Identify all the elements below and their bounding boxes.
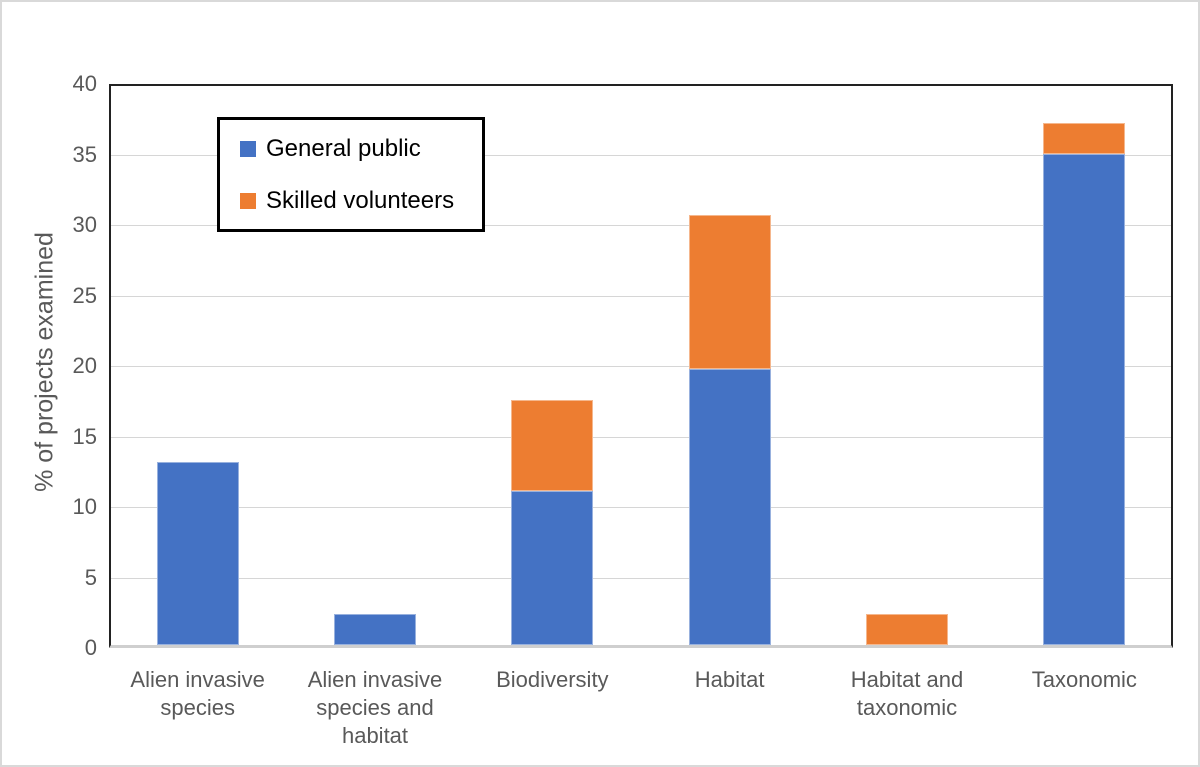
bar-segment-skilled-volunteers-5 xyxy=(866,613,948,645)
y-tick-label-30: 30 xyxy=(72,212,97,237)
bar-segment-skilled-volunteers-4 xyxy=(688,214,771,369)
legend: General public Skilled volunteers xyxy=(217,117,485,232)
gridline-15 xyxy=(111,436,1171,438)
x-category-label-2: Alien invasive species and habitat xyxy=(307,667,443,748)
bar-segment-general-public-4 xyxy=(688,368,771,645)
legend-label: General public xyxy=(266,135,421,162)
x-category-label-6: Taxonomic xyxy=(1031,667,1137,692)
bar-segment-general-public-3 xyxy=(511,491,594,645)
bar-segment-general-public-6 xyxy=(1043,154,1126,645)
gridline-35 xyxy=(111,154,1171,156)
bar-segment-skilled-volunteers-6 xyxy=(1043,123,1126,155)
gridline-10 xyxy=(111,507,1171,508)
y-tick-label-35: 35 xyxy=(72,141,97,167)
bar-segment-general-public-2 xyxy=(334,613,416,645)
y-tick-label-15: 15 xyxy=(72,423,97,449)
y-tick-label-25: 25 xyxy=(72,282,97,308)
x-category-label-4: Habitat xyxy=(694,667,765,692)
gridline-20 xyxy=(111,366,1171,367)
legend-item-general-public: General public xyxy=(240,135,482,163)
gridline-30 xyxy=(111,225,1171,226)
y-tick-label-0: 0 xyxy=(84,635,97,660)
y-tick-label-5: 5 xyxy=(84,564,97,590)
x-category-label-3: Biodiversity xyxy=(496,667,609,692)
legend-item-skilled-volunteers: Skilled volunteers xyxy=(240,187,482,215)
legend-color-swatch-icon xyxy=(240,193,256,209)
bar-segment-skilled-volunteers-3 xyxy=(511,399,594,492)
legend-color-swatch-icon xyxy=(240,141,256,157)
y-tick-label-20: 20 xyxy=(72,353,97,378)
y-tick-label-10: 10 xyxy=(72,494,97,519)
x-category-label-1: Alien invasive species xyxy=(130,667,265,720)
bar-segment-general-public-1 xyxy=(156,461,239,645)
legend-items: General public Skilled volunteers xyxy=(240,135,482,215)
x-category-label-5: Habitat and taxonomic xyxy=(850,667,964,720)
legend-label: Skilled volunteers xyxy=(266,187,455,214)
gridline-25 xyxy=(111,295,1171,297)
y-tick-label-40: 40 xyxy=(72,71,97,96)
gridline-5 xyxy=(111,577,1171,579)
